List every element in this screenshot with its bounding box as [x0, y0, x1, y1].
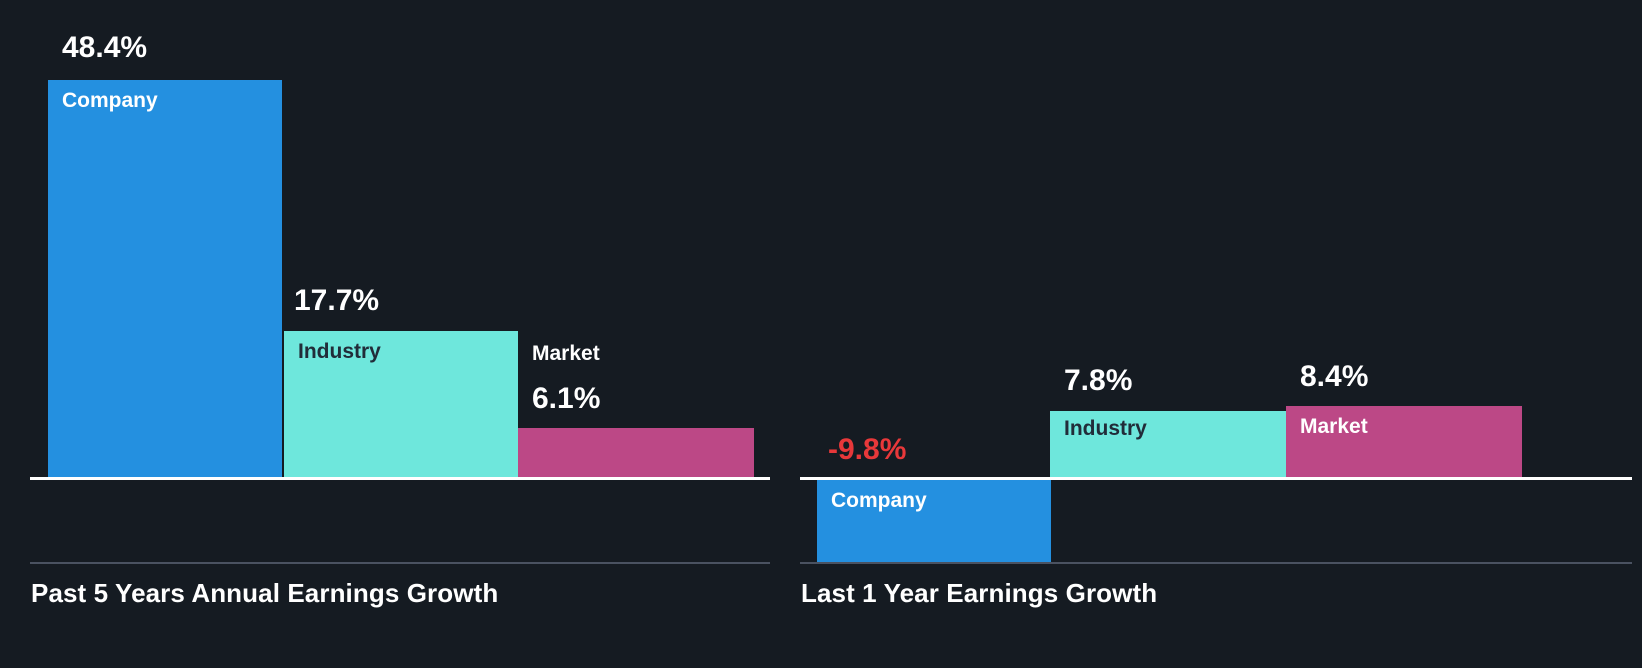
bar-label-industry: Industry	[1064, 417, 1147, 440]
bar-label-market: Market	[1300, 415, 1368, 438]
value-label-market: 6.1%	[532, 382, 601, 415]
zero-baseline	[30, 477, 770, 480]
value-label-market: 8.4%	[1300, 360, 1369, 393]
bar-company[interactable]: Company	[817, 480, 1051, 562]
bar-industry[interactable]: Industry	[284, 331, 518, 478]
panel-divider	[800, 562, 1632, 564]
bar-label-company: Company	[831, 489, 927, 512]
value-label-industry: 17.7%	[294, 284, 380, 317]
zero-baseline	[800, 477, 1632, 480]
value-label-company: 48.4%	[62, 31, 148, 64]
value-label-industry: 7.8%	[1064, 364, 1133, 397]
bar-company[interactable]: Company	[48, 80, 282, 478]
bar-market[interactable]: Market	[1286, 406, 1522, 478]
bar-label-industry: Industry	[298, 340, 381, 363]
bar-label-company: Company	[62, 89, 158, 112]
panel-caption-last-1-year: Last 1 Year Earnings Growth	[801, 578, 1158, 608]
bar-label-market: Market	[532, 342, 600, 365]
bar-market[interactable]	[518, 428, 754, 478]
panel-past-5-years: 48.4% Company 17.7% Industry Market 6.1%…	[0, 0, 790, 668]
panel-caption-past-5-years: Past 5 Years Annual Earnings Growth	[31, 578, 499, 608]
panel-last-1-year: -9.8% Company 7.8% Industry 8.4% Market …	[800, 0, 1642, 668]
panel-divider	[30, 562, 770, 564]
bar-industry[interactable]: Industry	[1050, 411, 1286, 478]
value-label-company: -9.8%	[828, 433, 907, 466]
